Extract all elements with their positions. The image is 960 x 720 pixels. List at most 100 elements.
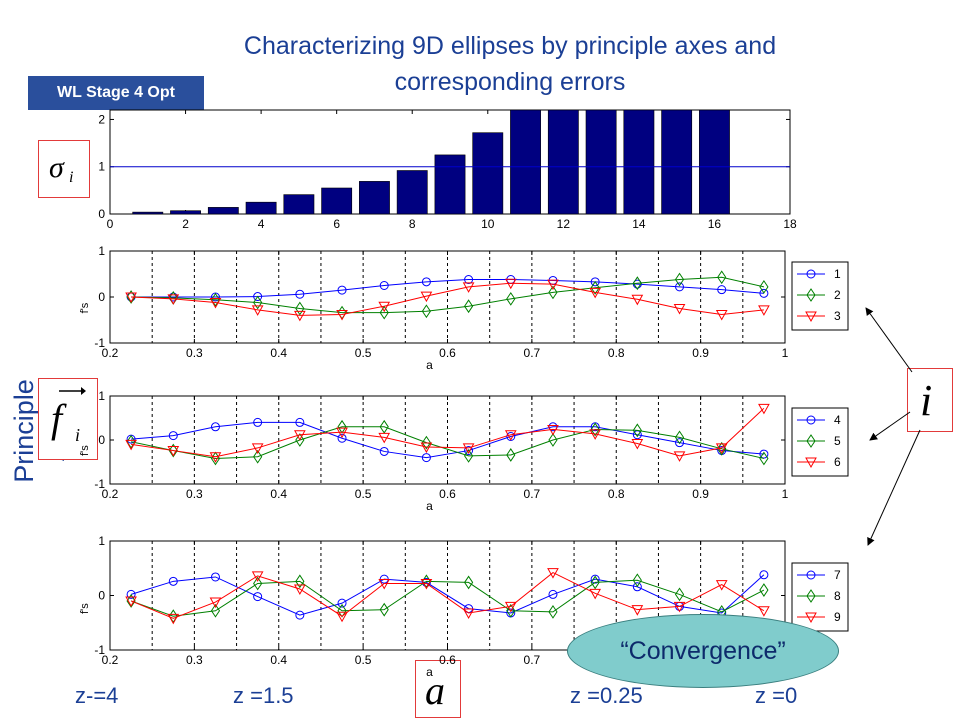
- marker-circle: [759, 570, 769, 580]
- f-subscript: i: [75, 425, 81, 445]
- x-tick-label: 1: [782, 487, 789, 501]
- x-tick-label: 0.9: [692, 346, 709, 360]
- f-vector-symbol-box: f i: [38, 378, 98, 460]
- y-tick-label: 1: [98, 244, 105, 258]
- marker-diamond: [421, 304, 432, 319]
- marker-circle: [210, 422, 220, 432]
- axes-1-3-line-chart: 0.2 0.3 0.4 0.5 0.6 0.7 0.8 0.9 1 -1 0 1 f's a 1 2 3: [79, 244, 849, 372]
- x-tick-label: 0.4: [270, 653, 287, 667]
- x-tick-label: 0.4: [270, 487, 287, 501]
- bar: [699, 109, 730, 215]
- marker-triangle: [420, 442, 433, 454]
- marker-circle: [295, 417, 305, 427]
- sigma-subscript: i: [69, 169, 74, 186]
- marker-circle: [337, 285, 347, 295]
- marker-circle: [337, 598, 347, 608]
- x-tick-label: 8: [409, 217, 416, 231]
- bar: [434, 154, 466, 215]
- legend-label: 5: [834, 434, 841, 448]
- marker-diamond: [590, 422, 600, 437]
- z-label-1: z-=4: [75, 683, 119, 708]
- marker-diamond: [717, 270, 727, 285]
- marker-triangle: [209, 452, 222, 463]
- convergence-callout: “Convergence”: [567, 614, 839, 688]
- marker-circle: [210, 572, 220, 582]
- x-tick-label: 0.6: [439, 346, 456, 360]
- marker-triangle: [167, 294, 180, 305]
- bar: [623, 109, 655, 215]
- y-tick-label: -1: [94, 643, 105, 657]
- marker-diamond: [253, 449, 263, 464]
- series-line-9: [130, 572, 765, 619]
- marker-triangle: [715, 309, 728, 321]
- x-tick-label: 0.7: [524, 487, 541, 501]
- marker-triangle: [758, 606, 770, 617]
- marker-circle: [759, 288, 769, 298]
- y-tick-label: -1: [94, 336, 105, 350]
- marker-triangle: [125, 439, 137, 451]
- z-label-4: z =0: [755, 683, 798, 708]
- series-line-3: [131, 282, 764, 316]
- x-tick-label: 4: [258, 217, 265, 231]
- marker-triangle: [209, 298, 222, 309]
- bar: [170, 210, 201, 215]
- x-tick-label: 0: [107, 217, 114, 231]
- marker-diamond: [759, 583, 769, 597]
- legend-box: [791, 261, 849, 331]
- marker-circle: [295, 610, 305, 620]
- marker-triangle: [547, 424, 559, 436]
- marker-triangle: [673, 304, 686, 315]
- bar: [132, 211, 164, 215]
- marker-triangle: [504, 430, 517, 441]
- index-symbol-box: i: [907, 368, 953, 432]
- marker-triangle: [336, 427, 348, 439]
- marker-circle: [168, 431, 178, 441]
- marker-diamond: [210, 603, 221, 618]
- arrow-to-legend-3: [867, 429, 921, 546]
- marker-circle: [806, 570, 816, 580]
- legend: 7 8 9: [791, 562, 849, 632]
- marker-diamond: [506, 291, 516, 306]
- marker-diamond: [632, 573, 642, 588]
- marker-diamond: [379, 602, 389, 617]
- marker-diamond: [463, 448, 474, 463]
- series-line-7: [130, 574, 765, 616]
- marker-triangle: [420, 579, 433, 590]
- marker-circle: [717, 285, 727, 295]
- x-tick-label: 2: [182, 217, 189, 231]
- marker-circle: [675, 438, 685, 448]
- marker-diamond: [337, 419, 347, 434]
- z-label-3: z =0.25: [570, 683, 643, 708]
- x-tick-label: 14: [632, 217, 646, 231]
- x-axis-label: a: [426, 499, 433, 513]
- marker-triangle: [167, 446, 180, 457]
- marker-triangle: [631, 294, 644, 306]
- marker-triangle: [805, 311, 817, 323]
- bar: [321, 187, 353, 215]
- marker-triangle: [673, 451, 686, 462]
- marker-diamond: [421, 435, 432, 450]
- marker-diamond: [295, 301, 305, 316]
- marker-circle: [675, 282, 685, 292]
- marker-triangle: [251, 305, 264, 316]
- marker-triangle: [589, 429, 602, 440]
- legend-label: 1: [834, 267, 841, 281]
- legend-box: [791, 562, 849, 632]
- legend-label: 2: [834, 288, 841, 302]
- marker-triangle: [378, 301, 391, 313]
- marker-circle: [632, 582, 642, 592]
- marker-triangle: [805, 612, 817, 624]
- bar: [283, 194, 315, 215]
- sigma-symbol-box: σ i: [38, 140, 90, 198]
- x-tick-label: 0.5: [355, 487, 372, 501]
- marker-triangle: [293, 430, 306, 441]
- arrow-to-legend-1: [865, 307, 913, 373]
- marker-triangle: [805, 457, 817, 469]
- marker-circle: [421, 577, 431, 587]
- marker-circle: [806, 415, 816, 425]
- marker-diamond: [674, 587, 685, 602]
- y-axis-label: f's: [79, 445, 91, 456]
- sigma-symbol: σ: [49, 151, 64, 184]
- bar: [585, 109, 617, 215]
- marker-diamond: [379, 305, 389, 320]
